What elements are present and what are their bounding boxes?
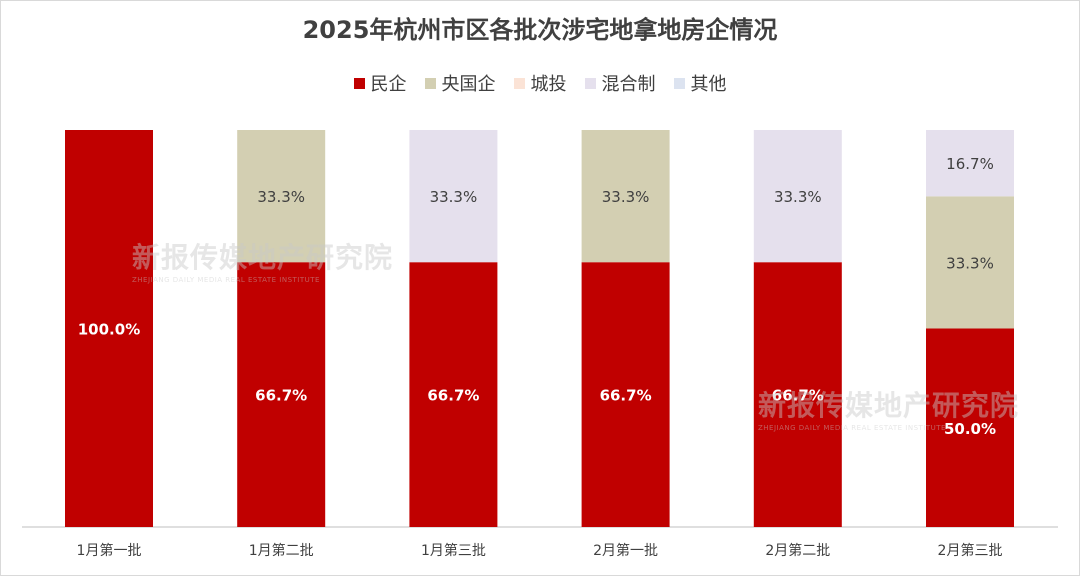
data-label: 16.7%: [946, 155, 994, 173]
bar-segment: [409, 262, 498, 527]
legend-swatch: [513, 77, 525, 89]
legend-label: 民企: [370, 74, 407, 95]
legend-label: 央国企: [441, 74, 496, 95]
data-label: 33.3%: [602, 188, 650, 206]
bar-segment: [409, 130, 498, 263]
bar-segment: [237, 262, 326, 527]
data-label: 33.3%: [946, 254, 994, 272]
data-label: 33.3%: [774, 188, 822, 206]
legend-swatch: [673, 77, 685, 89]
data-label: 66.7%: [427, 387, 479, 405]
watermark-right: 新报传媒地产研究院 ZHEJIANG DAILY MEDIA REAL ESTA…: [758, 384, 1019, 432]
watermark-text: 新报传媒地产研究院: [758, 389, 1020, 422]
legend-label: 其他: [690, 74, 727, 95]
bar-segment: [581, 262, 670, 527]
legend-item: 央国企: [424, 70, 496, 96]
legend-swatch: [353, 77, 365, 89]
x-tick-label: 2月第二批: [765, 542, 830, 559]
data-label: 50.0%: [944, 420, 996, 438]
data-label: 66.7%: [255, 387, 307, 405]
x-tick-label: 1月第三批: [421, 542, 486, 559]
legend-item: 城投: [513, 70, 567, 96]
watermark-subtext: ZHEJIANG DAILY MEDIA REAL ESTATE INSTITU…: [132, 276, 320, 284]
x-tick-label: 1月第二批: [249, 542, 314, 559]
legend-label: 城投: [530, 74, 567, 95]
watermark-text: 新报传媒地产研究院: [132, 241, 394, 274]
bar-segment: [753, 130, 842, 263]
x-tick-label: 2月第一批: [593, 542, 658, 559]
data-label: 66.7%: [772, 387, 824, 405]
chart-title: 2025年杭州市区各批次涉宅地拿地房企情况: [302, 16, 778, 44]
legend-item: 民企: [353, 70, 407, 96]
x-tick-label: 2月第三批: [938, 542, 1003, 559]
bar-segment: [753, 262, 842, 527]
chart-legend: 民企 央国企 城投 混合制 其他: [0, 70, 1080, 96]
bar-segment: [926, 196, 1014, 329]
bar-segment: [926, 130, 1014, 197]
watermark-left: 新报传媒地产研究院 ZHEJIANG DAILY MEDIA REAL ESTA…: [132, 236, 393, 284]
data-label: 100.0%: [78, 321, 140, 339]
legend-label: 混合制: [601, 74, 656, 95]
legend-item: 混合制: [584, 70, 656, 96]
bar-segment: [237, 130, 326, 263]
x-tick-label: 1月第一批: [77, 542, 142, 559]
legend-item: 其他: [673, 70, 727, 96]
legend-swatch: [584, 77, 596, 89]
watermark-subtext: ZHEJIANG DAILY MEDIA REAL ESTATE INSTITU…: [758, 424, 946, 432]
data-label: 33.3%: [257, 188, 305, 206]
bar-segment: [581, 130, 670, 263]
legend-swatch: [424, 77, 436, 89]
bar-segment: [65, 130, 153, 527]
data-label: 66.7%: [600, 387, 652, 405]
data-label: 33.3%: [430, 188, 478, 206]
bar-segment: [926, 328, 1014, 527]
